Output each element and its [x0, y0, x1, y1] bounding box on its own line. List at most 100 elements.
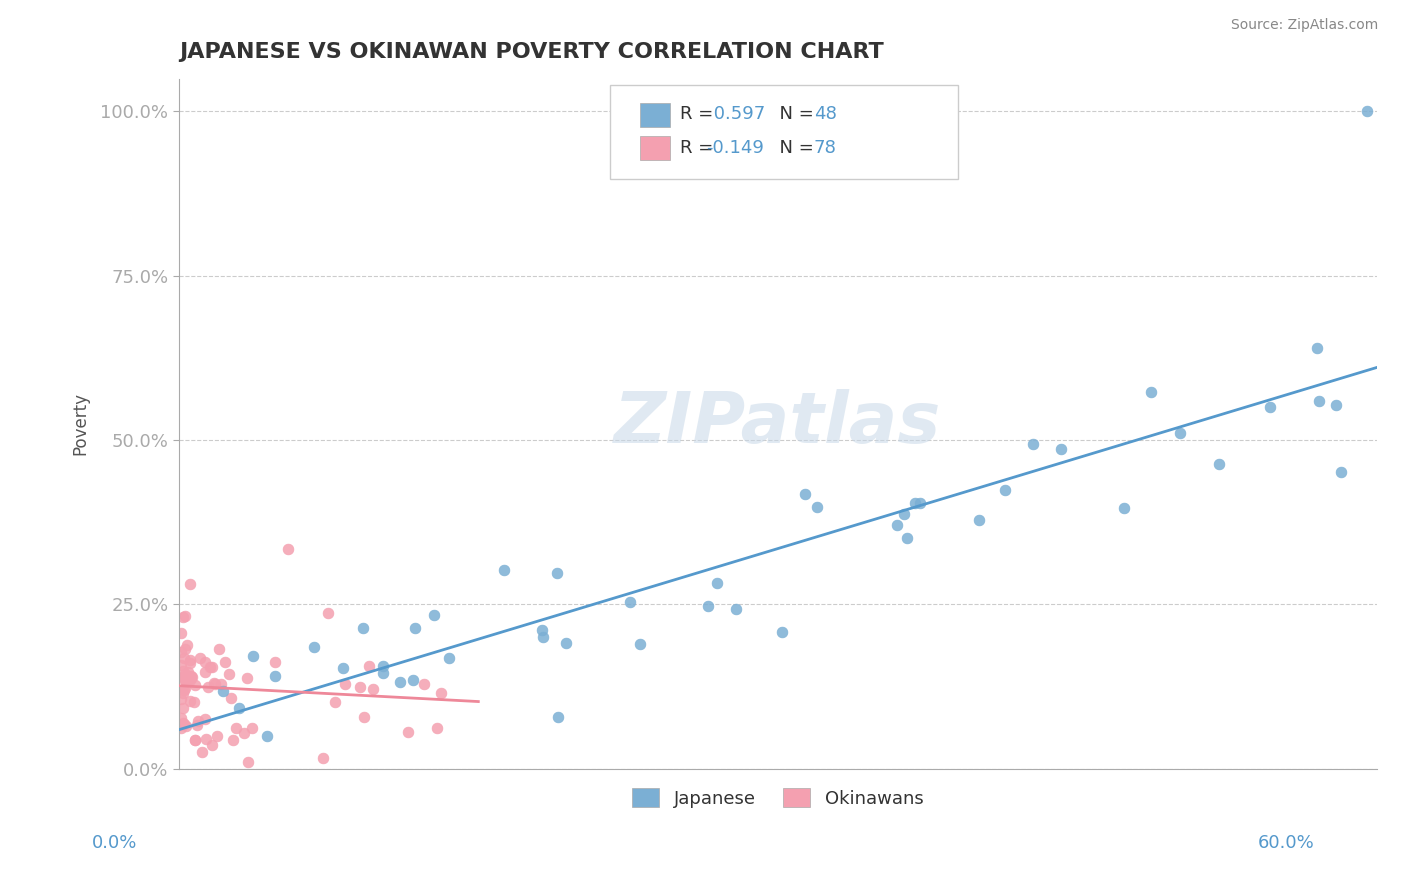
Point — [183, 695, 205, 709]
Point — [896, 531, 918, 545]
Point — [179, 693, 201, 707]
Point — [546, 566, 568, 581]
Point — [172, 686, 194, 700]
Point — [1326, 398, 1348, 412]
Point — [555, 636, 578, 650]
Point — [492, 563, 515, 577]
Point — [170, 658, 193, 673]
Point — [170, 718, 193, 732]
Point — [332, 661, 354, 675]
Point — [1258, 401, 1281, 415]
Point — [235, 671, 257, 685]
Point — [202, 676, 225, 690]
Point — [221, 733, 243, 747]
Point — [170, 722, 193, 736]
Point — [1112, 501, 1135, 516]
Point — [195, 732, 218, 747]
Point — [893, 507, 915, 521]
Point — [429, 686, 451, 700]
Point — [908, 496, 931, 510]
Point — [181, 670, 204, 684]
Text: 0.597: 0.597 — [709, 105, 766, 123]
Point — [208, 642, 231, 657]
Point — [388, 674, 411, 689]
Point — [357, 658, 380, 673]
Point — [696, 599, 718, 614]
Text: 60.0%: 60.0% — [1258, 834, 1315, 852]
Point — [426, 721, 449, 735]
Point — [209, 677, 232, 691]
Point — [190, 745, 212, 759]
Point — [197, 680, 219, 694]
Point — [194, 712, 217, 726]
Point — [200, 738, 222, 752]
Point — [371, 658, 394, 673]
Text: N =: N = — [768, 139, 820, 157]
Point — [725, 602, 748, 616]
Point — [628, 637, 651, 651]
Point — [173, 650, 195, 665]
Point — [256, 729, 278, 743]
Point — [205, 729, 228, 743]
Point — [179, 653, 201, 667]
Point — [333, 677, 356, 691]
Point — [184, 733, 207, 747]
Point — [187, 714, 209, 729]
FancyBboxPatch shape — [610, 86, 957, 178]
Point — [352, 621, 374, 635]
Point — [176, 638, 198, 652]
Point — [413, 677, 436, 691]
Point — [1208, 457, 1230, 471]
Point — [170, 691, 193, 706]
Point — [176, 665, 198, 679]
Point — [188, 651, 211, 665]
Point — [236, 755, 259, 769]
Point — [302, 640, 325, 655]
Point — [225, 721, 247, 735]
Point — [204, 677, 226, 691]
Point — [174, 667, 197, 681]
Point — [172, 670, 194, 684]
Point — [200, 660, 222, 674]
Text: R =: R = — [679, 139, 718, 157]
Point — [531, 630, 554, 644]
Point — [201, 660, 224, 674]
Point — [323, 695, 346, 709]
Point — [1330, 465, 1353, 479]
Point — [194, 665, 217, 679]
Point — [174, 681, 197, 695]
Point — [1022, 437, 1045, 451]
Point — [194, 655, 217, 669]
Point — [170, 672, 193, 686]
Point — [706, 575, 728, 590]
Point — [264, 669, 287, 683]
Point — [404, 621, 426, 635]
FancyBboxPatch shape — [640, 136, 671, 160]
Point — [1140, 384, 1163, 399]
Point — [174, 675, 197, 690]
Text: ZIPatlas: ZIPatlas — [614, 389, 942, 458]
Point — [619, 594, 641, 608]
Point — [530, 624, 553, 638]
Point — [353, 710, 375, 724]
Text: R =: R = — [679, 105, 718, 123]
Point — [969, 513, 991, 527]
Point — [423, 608, 446, 623]
Point — [184, 677, 207, 691]
Point — [770, 624, 793, 639]
Point — [437, 651, 460, 665]
Text: 48: 48 — [814, 105, 837, 123]
Point — [396, 724, 419, 739]
Point — [806, 500, 828, 515]
Point — [214, 655, 236, 669]
Point — [402, 673, 425, 687]
Y-axis label: Poverty: Poverty — [72, 392, 89, 455]
Point — [212, 683, 235, 698]
Point — [264, 655, 287, 669]
Point — [886, 518, 908, 533]
Point — [361, 681, 384, 696]
Point — [172, 715, 194, 730]
Point — [170, 625, 193, 640]
Point — [316, 606, 339, 620]
Text: 0.0%: 0.0% — [91, 834, 136, 852]
